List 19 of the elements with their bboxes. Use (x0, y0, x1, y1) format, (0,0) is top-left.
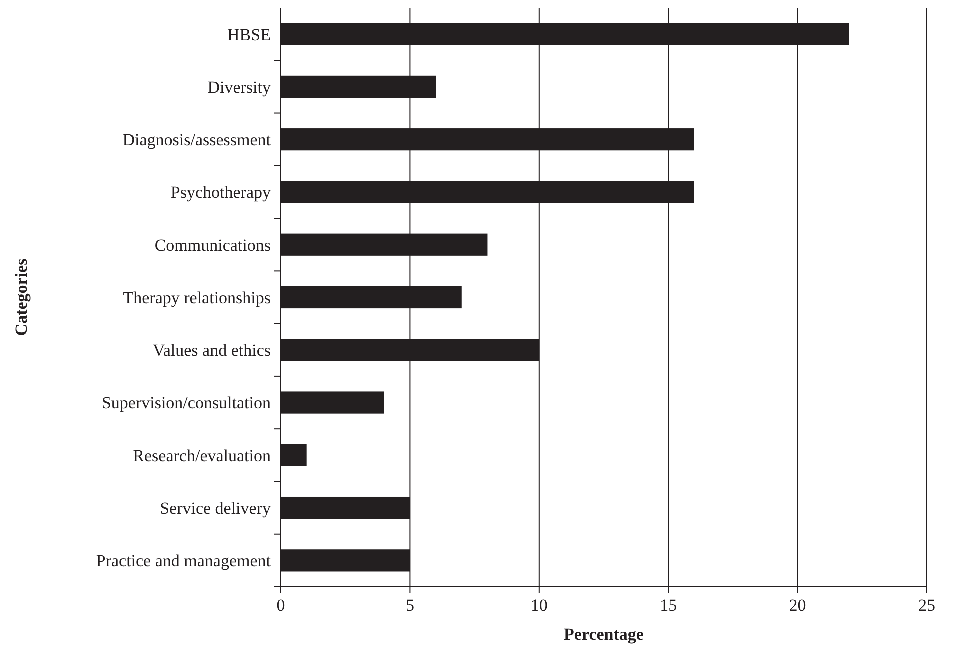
x-tick-label: 25 (918, 596, 936, 615)
x-tick-label: 10 (530, 596, 548, 615)
x-axis-title: Percentage (564, 625, 644, 644)
y-tick-label: Practice and management (96, 552, 272, 571)
y-tick-label: Communications (154, 236, 271, 255)
y-tick-label: Research/evaluation (133, 446, 272, 466)
y-tick-label: Service delivery (160, 498, 272, 518)
y-tick-label: Supervision/consultation (102, 394, 272, 413)
y-tick-label: Diagnosis/assessment (122, 130, 272, 150)
y-tick-label: HBSE (228, 25, 271, 44)
y-tick-label: Therapy relationships (123, 288, 271, 308)
x-tick-label: 0 (276, 596, 286, 615)
y-tick-label: Psychotherapy (170, 183, 272, 202)
x-tick-label: 15 (660, 596, 678, 615)
y-tick-label: Values and ethics (152, 341, 271, 360)
y-axis-title: Categories (12, 258, 31, 336)
x-tick-label: 5 (406, 596, 414, 615)
x-tick-label: 20 (789, 596, 806, 615)
y-tick-label: Diversity (208, 78, 272, 97)
